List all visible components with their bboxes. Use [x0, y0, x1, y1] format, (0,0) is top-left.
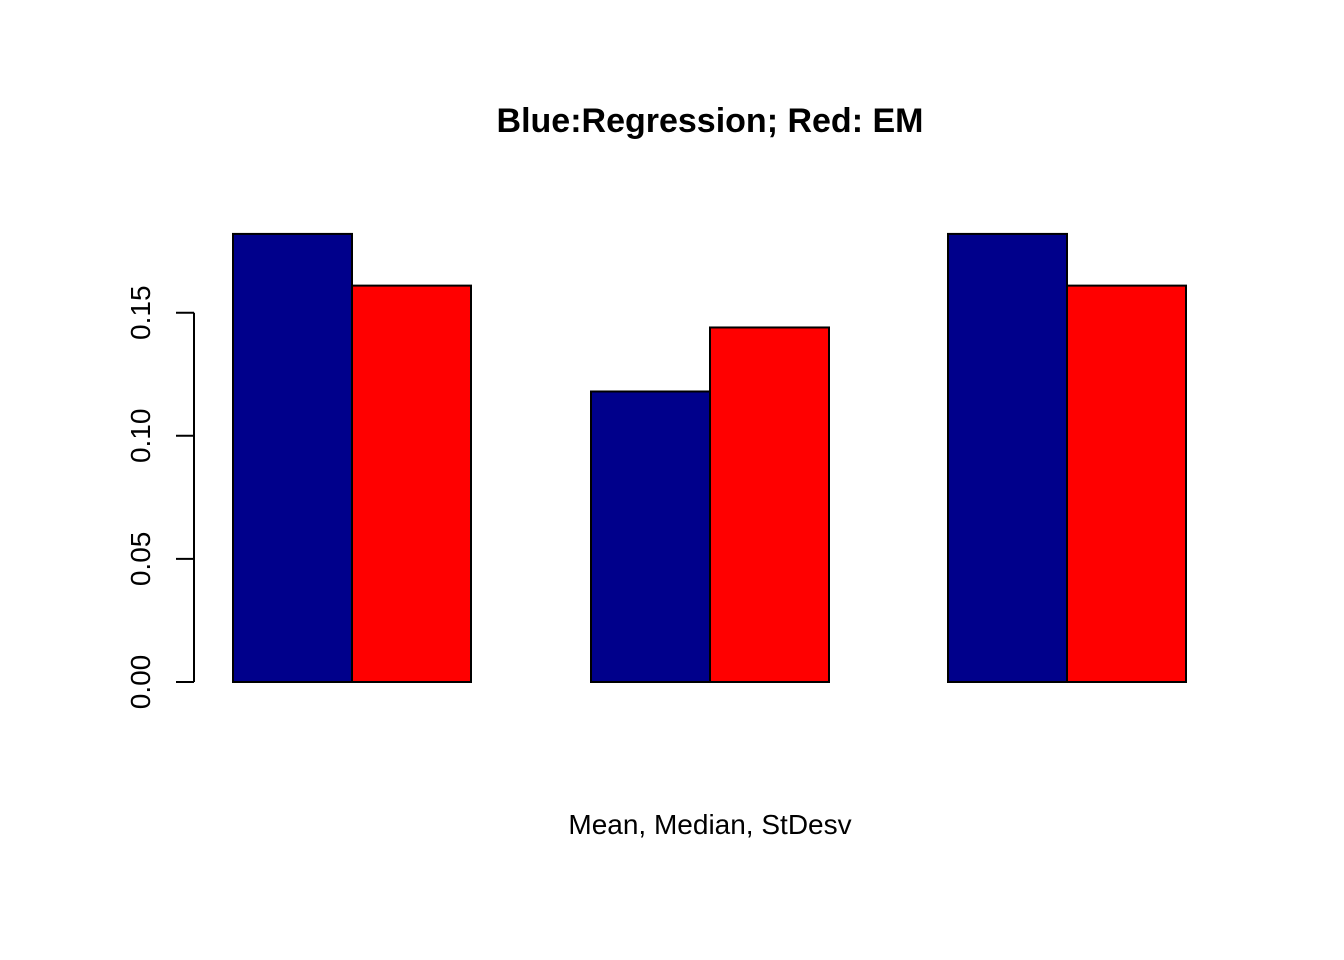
- bar-series-1-group-1: [232, 232, 353, 684]
- bar-series-2-group-3: [1066, 284, 1187, 683]
- bar-series-2-group-1: [351, 284, 472, 683]
- y-tick-label: 0.15: [125, 285, 156, 340]
- y-tick-label: 0.00: [125, 655, 156, 710]
- bar-series-1-group-2: [590, 390, 711, 683]
- y-tick-label: 0.10: [125, 409, 156, 464]
- bar-series-2-group-2: [709, 326, 830, 683]
- chart-title: Blue:Regression; Red: EM: [497, 102, 924, 140]
- y-axis: 0.00 0.05 0.10 0.15: [125, 285, 195, 710]
- bar-series-1-group-3: [947, 232, 1068, 684]
- x-axis-label: Mean, Median, StDesv: [568, 809, 851, 840]
- bars-layer: [232, 232, 1187, 684]
- y-tick-label: 0.05: [125, 532, 156, 587]
